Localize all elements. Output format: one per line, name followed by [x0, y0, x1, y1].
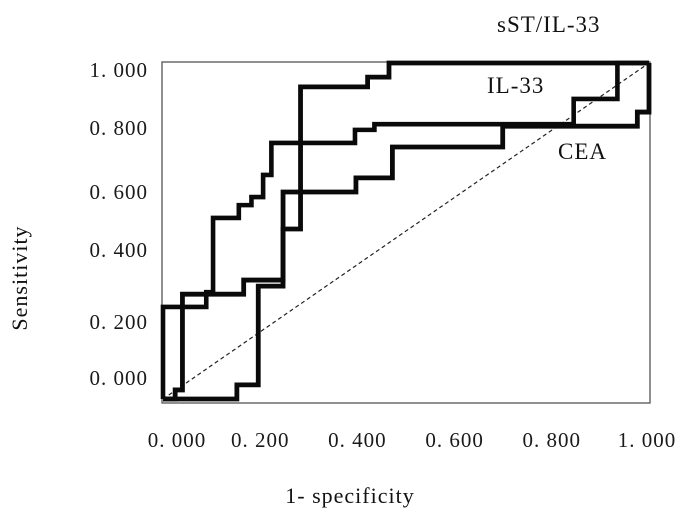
- curve-label-sst-il33: sST/IL-33: [497, 12, 601, 37]
- x-tick-label: 1. 000: [617, 428, 677, 452]
- roc-curves-group: [160, 60, 652, 402]
- roc-curve-cea: [163, 63, 652, 402]
- x-tick-label: 0. 200: [230, 428, 290, 452]
- curve-label-il33: IL-33: [487, 73, 545, 98]
- y-axis-title: Sensitivity: [7, 225, 32, 331]
- y-tick-label: 0. 800: [89, 116, 148, 140]
- y-tick-label: 0. 200: [89, 310, 148, 334]
- x-tick-label: 0. 800: [522, 428, 582, 452]
- reference-diagonal-line: [162, 62, 650, 400]
- plot-area-border: [161, 61, 651, 404]
- roc-curve-sst-il-33: [163, 60, 649, 402]
- x-tick-label: 0. 400: [328, 428, 387, 452]
- x-tick-label: 0. 600: [425, 428, 484, 452]
- y-tick-label: 1. 000: [89, 58, 148, 82]
- y-tick-label: 0. 000: [89, 366, 148, 390]
- curve-label-cea: CEA: [558, 139, 607, 164]
- x-axis-title: 1- specificity: [285, 483, 415, 508]
- y-tick-label: 0. 400: [89, 238, 148, 262]
- y-tick-label: 0. 600: [89, 180, 148, 204]
- x-tick-label: 0. 000: [147, 428, 207, 452]
